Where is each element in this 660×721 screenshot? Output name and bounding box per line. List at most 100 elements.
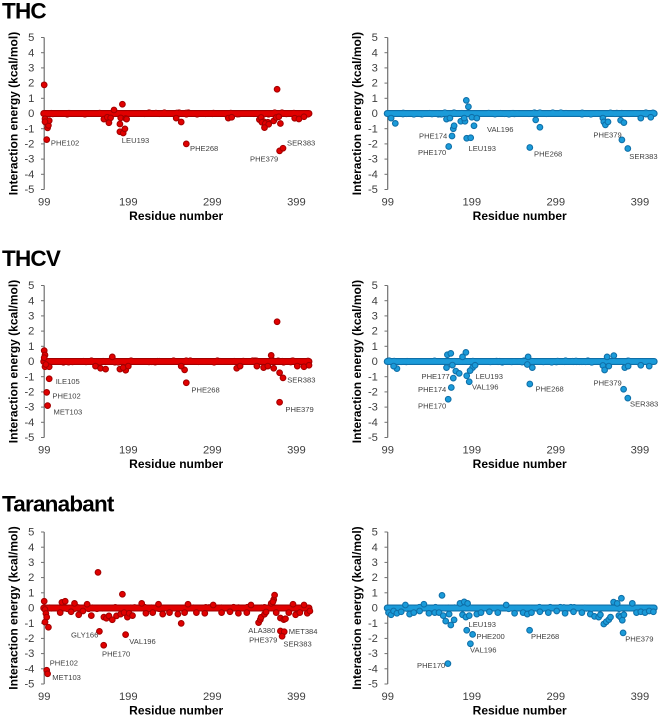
- svg-text:-1: -1: [24, 371, 34, 383]
- svg-text:PHE379: PHE379: [250, 155, 278, 164]
- svg-text:PHE379: PHE379: [594, 379, 622, 388]
- svg-text:0: 0: [28, 356, 34, 368]
- svg-text:THC: THC: [2, 0, 46, 24]
- svg-text:PHE379: PHE379: [285, 405, 313, 414]
- svg-text:3: 3: [28, 63, 34, 75]
- svg-text:199: 199: [462, 445, 481, 457]
- svg-text:5: 5: [28, 280, 34, 292]
- svg-text:ALA380: ALA380: [248, 626, 275, 635]
- svg-text:PHE170: PHE170: [102, 649, 130, 658]
- svg-text:PHE177: PHE177: [422, 372, 450, 381]
- svg-text:299: 299: [546, 445, 565, 457]
- svg-text:4: 4: [28, 542, 34, 554]
- svg-text:299: 299: [546, 197, 565, 209]
- svg-text:SER383: SER383: [287, 139, 315, 148]
- svg-text:-4: -4: [24, 169, 34, 181]
- svg-text:2: 2: [28, 572, 34, 584]
- svg-text:-2: -2: [24, 139, 34, 151]
- svg-text:-2: -2: [24, 387, 34, 399]
- svg-text:SER383: SER383: [630, 400, 658, 409]
- svg-text:2: 2: [28, 326, 34, 338]
- svg-text:4: 4: [372, 295, 378, 307]
- svg-text:199: 199: [462, 691, 481, 703]
- svg-text:-3: -3: [368, 154, 378, 166]
- svg-text:1: 1: [28, 341, 34, 353]
- svg-text:PHE174: PHE174: [419, 132, 447, 141]
- svg-text:LEU193: LEU193: [122, 136, 149, 145]
- svg-text:399: 399: [287, 691, 306, 703]
- svg-text:4: 4: [372, 542, 378, 554]
- svg-text:PHE102: PHE102: [51, 138, 79, 147]
- svg-text:99: 99: [38, 445, 50, 457]
- svg-text:PHE170: PHE170: [418, 401, 446, 410]
- svg-text:-2: -2: [368, 387, 378, 399]
- svg-text:PHE268: PHE268: [190, 144, 218, 153]
- svg-text:-1: -1: [24, 123, 34, 135]
- svg-text:3: 3: [28, 311, 34, 323]
- svg-text:1: 1: [372, 93, 378, 105]
- svg-text:PHE170: PHE170: [418, 148, 446, 157]
- svg-text:LEU193: LEU193: [469, 144, 496, 153]
- svg-text:-3: -3: [368, 402, 378, 414]
- svg-text:LEU193: LEU193: [469, 620, 496, 629]
- svg-text:399: 399: [287, 197, 306, 209]
- svg-text:PHE268: PHE268: [531, 632, 559, 641]
- svg-text:2: 2: [372, 326, 378, 338]
- svg-text:PHE102: PHE102: [52, 392, 80, 401]
- svg-text:Residue number: Residue number: [473, 457, 567, 471]
- svg-text:3: 3: [372, 63, 378, 75]
- svg-text:SER383: SER383: [283, 640, 311, 649]
- svg-text:299: 299: [203, 691, 222, 703]
- svg-text:299: 299: [203, 445, 222, 457]
- svg-text:99: 99: [381, 445, 393, 457]
- svg-text:399: 399: [631, 445, 650, 457]
- svg-text:-1: -1: [368, 618, 378, 630]
- svg-text:4: 4: [28, 295, 34, 307]
- svg-text:PHE268: PHE268: [534, 150, 562, 159]
- svg-text:Interaction energy (kcal/mol): Interaction energy (kcal/mol): [7, 280, 21, 443]
- svg-text:Residue number: Residue number: [129, 704, 223, 718]
- svg-text:-2: -2: [368, 633, 378, 645]
- svg-text:399: 399: [631, 197, 650, 209]
- svg-text:PHE170: PHE170: [417, 661, 445, 670]
- svg-text:VAL196: VAL196: [472, 383, 498, 392]
- svg-text:4: 4: [28, 47, 34, 59]
- svg-text:-5: -5: [368, 184, 378, 196]
- svg-text:199: 199: [119, 691, 138, 703]
- svg-text:2: 2: [372, 572, 378, 584]
- svg-text:PHE379: PHE379: [249, 636, 277, 645]
- svg-text:-5: -5: [24, 432, 34, 444]
- svg-text:5: 5: [372, 32, 378, 44]
- svg-text:0: 0: [372, 603, 378, 615]
- svg-text:MET103: MET103: [52, 673, 81, 682]
- svg-text:Residue number: Residue number: [129, 209, 223, 223]
- svg-text:5: 5: [28, 527, 34, 539]
- svg-text:VAL196: VAL196: [487, 125, 513, 134]
- svg-text:-4: -4: [24, 663, 34, 675]
- svg-text:-4: -4: [368, 417, 378, 429]
- svg-text:-1: -1: [368, 371, 378, 383]
- svg-text:-5: -5: [368, 679, 378, 691]
- svg-text:-3: -3: [368, 648, 378, 660]
- svg-text:-4: -4: [24, 417, 34, 429]
- svg-text:199: 199: [119, 445, 138, 457]
- svg-text:PHE268: PHE268: [536, 384, 564, 393]
- svg-text:399: 399: [631, 691, 650, 703]
- svg-text:THCV: THCV: [2, 246, 61, 271]
- svg-text:-3: -3: [24, 154, 34, 166]
- svg-text:199: 199: [119, 197, 138, 209]
- svg-text:5: 5: [372, 527, 378, 539]
- svg-text:PHE379: PHE379: [625, 635, 653, 644]
- svg-text:PHE200: PHE200: [477, 632, 505, 641]
- svg-text:MET384: MET384: [289, 627, 318, 636]
- svg-text:299: 299: [546, 691, 565, 703]
- svg-text:SER383: SER383: [287, 376, 315, 385]
- svg-text:-4: -4: [368, 663, 378, 675]
- svg-text:-4: -4: [368, 169, 378, 181]
- svg-text:5: 5: [372, 280, 378, 292]
- svg-text:PHE174: PHE174: [418, 385, 446, 394]
- svg-text:PHE268: PHE268: [191, 386, 219, 395]
- svg-text:5: 5: [28, 32, 34, 44]
- svg-text:199: 199: [462, 197, 481, 209]
- svg-text:LEU193: LEU193: [476, 372, 503, 381]
